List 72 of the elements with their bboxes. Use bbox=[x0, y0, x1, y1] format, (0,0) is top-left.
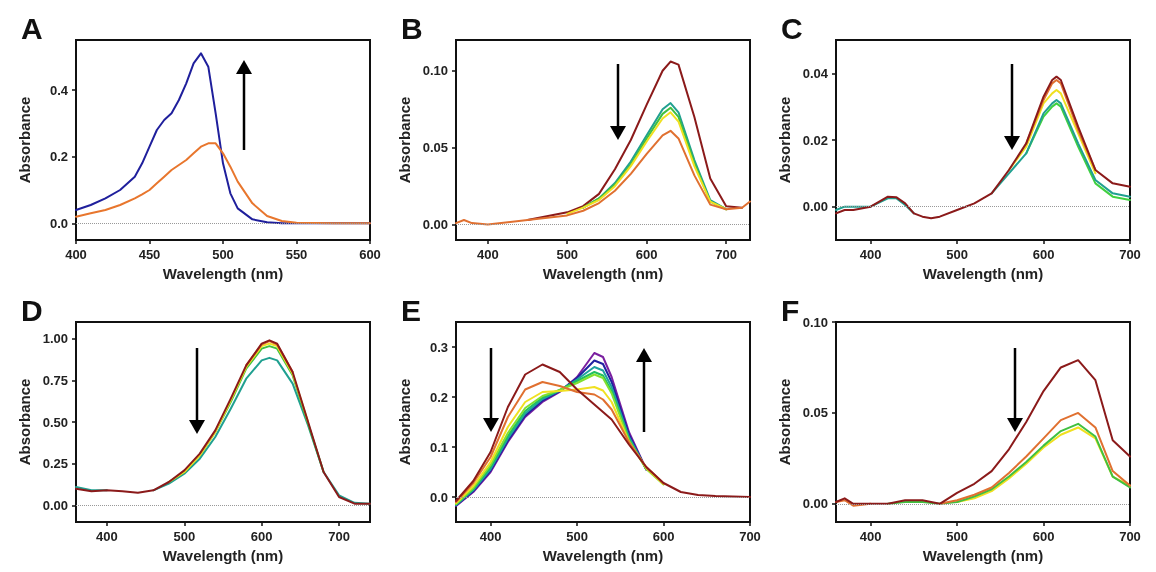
x-tick-label: 500 bbox=[566, 529, 588, 544]
y-axis-title: Absorbance bbox=[15, 378, 33, 466]
y-tick-label: 0.00 bbox=[802, 199, 828, 215]
x-tick-label: 600 bbox=[635, 247, 658, 262]
y-axis-title: Absorbance bbox=[775, 96, 793, 184]
chart-title: B bbox=[401, 11, 423, 45]
y-tick-label: 0.02 bbox=[802, 132, 828, 148]
x-tick-label: 600 bbox=[250, 529, 273, 544]
line-series bbox=[75, 142, 371, 225]
y-tick-label: 0.05 bbox=[802, 405, 828, 421]
y-tick-label: 0.00 bbox=[422, 217, 448, 233]
y-tick-label: 0.3 bbox=[429, 339, 448, 355]
x-tick-label: 400 bbox=[96, 529, 118, 544]
line-series bbox=[1007, 89, 1097, 175]
x-tick-label: 700 bbox=[1119, 529, 1141, 544]
x-tick-label: 400 bbox=[859, 529, 882, 544]
x-tick-label: 450 bbox=[138, 247, 161, 262]
x-tick-label: 600 bbox=[652, 529, 675, 544]
chart-title: C bbox=[781, 11, 803, 45]
y-tick-label: 0.04 bbox=[802, 65, 829, 81]
y-tick-label: 0.4 bbox=[49, 82, 69, 98]
y-tick-label: 0.25 bbox=[42, 456, 68, 472]
y-tick-label: 0.05 bbox=[422, 140, 448, 156]
x-tick-label: 400 bbox=[476, 247, 499, 262]
x-axis-title: Wavelength (nm) bbox=[162, 265, 284, 282]
line-series bbox=[455, 129, 751, 226]
x-tick-label: 700 bbox=[739, 529, 761, 544]
x-tick-label: 600 bbox=[1032, 247, 1055, 262]
y-tick-label: 0.2 bbox=[49, 149, 68, 165]
x-tick-label: 700 bbox=[715, 247, 738, 262]
x-tick-label: 500 bbox=[946, 529, 968, 544]
x-tick-label: 500 bbox=[212, 247, 234, 262]
chart-title: A bbox=[21, 11, 43, 45]
chart-title: F bbox=[781, 293, 800, 327]
y-axis-title: Absorbance bbox=[16, 96, 33, 184]
y-tick-label: 0.0 bbox=[429, 489, 448, 505]
x-tick-label: 600 bbox=[1032, 529, 1055, 544]
x-tick-label: 500 bbox=[173, 529, 196, 544]
x-axis-title: Wavelength (nm) bbox=[542, 265, 664, 282]
x-tick-label: 500 bbox=[556, 247, 579, 262]
y-axis-title: Absorbance bbox=[395, 96, 413, 184]
x-axis-title: Wavelength (nm) bbox=[922, 547, 1044, 564]
y-tick-label: 0.00 bbox=[42, 497, 68, 513]
x-tick-label: 400 bbox=[65, 247, 87, 262]
y-tick-label: 0.00 bbox=[802, 496, 828, 512]
x-axis-title: Wavelength (nm) bbox=[922, 265, 1044, 282]
x-tick-label: 600 bbox=[359, 247, 381, 262]
line-series bbox=[835, 75, 1131, 220]
x-tick-label: 400 bbox=[479, 529, 502, 544]
y-axis-title: Absorbance bbox=[396, 378, 413, 466]
chart-title: D bbox=[21, 293, 43, 327]
x-tick-label: 550 bbox=[285, 247, 308, 262]
y-tick-label: 0.10 bbox=[422, 63, 448, 79]
y-tick-label: 0.50 bbox=[42, 414, 68, 430]
line-series bbox=[455, 363, 751, 502]
x-tick-label: 700 bbox=[328, 529, 350, 544]
y-tick-label: 0.10 bbox=[802, 314, 828, 330]
line-series bbox=[835, 359, 1131, 505]
line-series bbox=[886, 422, 1131, 505]
y-tick-label: 0.2 bbox=[429, 389, 448, 405]
y-tick-label: 0.1 bbox=[429, 439, 448, 455]
x-tick-label: 700 bbox=[1119, 247, 1141, 262]
x-tick-label: 400 bbox=[859, 247, 882, 262]
y-tick-label: 1.00 bbox=[42, 331, 68, 347]
y-tick-label: 0.0 bbox=[49, 215, 68, 231]
y-axis-title: Absorbance bbox=[775, 378, 793, 466]
y-tick-label: 0.75 bbox=[42, 372, 68, 388]
line-series bbox=[566, 111, 728, 215]
x-axis-title: Wavelength (nm) bbox=[542, 547, 664, 564]
x-axis-title: Wavelength (nm) bbox=[162, 547, 284, 564]
chart-title: E bbox=[401, 293, 422, 327]
x-tick-label: 500 bbox=[946, 247, 968, 262]
